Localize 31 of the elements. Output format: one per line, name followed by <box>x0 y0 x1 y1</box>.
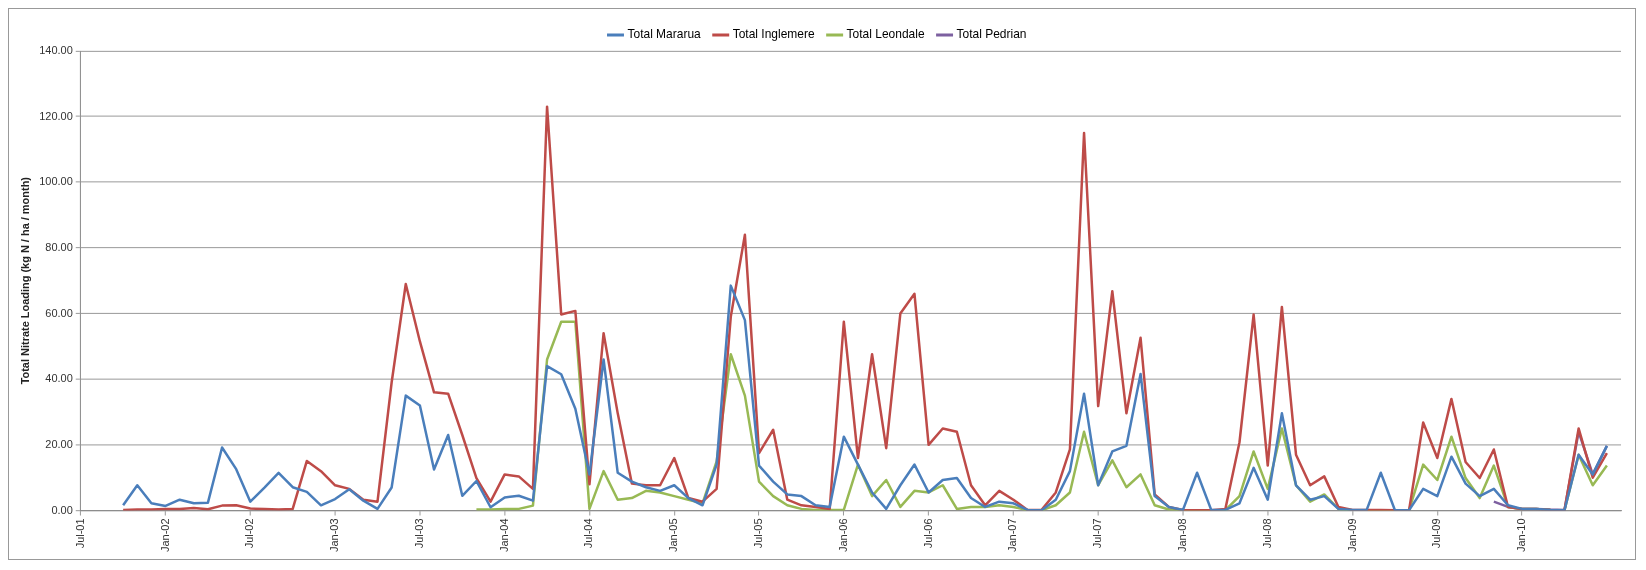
x-tick-label: Jan-10 <box>1515 518 1528 553</box>
x-tick-label: Jan-05 <box>667 518 680 553</box>
x-tick-label: Jul-03 <box>412 518 425 549</box>
x-tick-label: Jul-04 <box>582 518 595 549</box>
x-tick-label: Jul-02 <box>243 518 256 549</box>
x-tick-label: Jul-07 <box>1091 518 1104 549</box>
x-tick-label: Jan-03 <box>328 518 341 553</box>
legend-label: Total Leondale <box>846 27 925 42</box>
x-tick-label: Jul-09 <box>1430 518 1443 549</box>
y-axis-title: Total Nitrate Loading (kg N / ha / month) <box>18 176 31 385</box>
y-tick-label: 100.00 <box>39 175 73 188</box>
x-tick-label: Jul-06 <box>921 518 934 549</box>
y-tick-label: 60.00 <box>45 306 73 319</box>
legend-label: Total Mararua <box>627 27 702 42</box>
x-tick-label: Jul-05 <box>752 518 765 549</box>
y-tick-label: 40.00 <box>45 372 73 385</box>
legend-label: Total Inglemere <box>732 27 815 42</box>
y-tick-label: 20.00 <box>45 437 73 450</box>
y-tick-label: 0.00 <box>51 503 73 516</box>
y-tick-label: 80.00 <box>45 240 73 253</box>
x-tick-label: Jan-07 <box>1006 518 1019 553</box>
x-tick-label: Jan-09 <box>1345 518 1358 553</box>
y-tick-label: 140.00 <box>39 43 73 56</box>
x-tick-label: Jan-02 <box>158 518 171 553</box>
y-tick-label: 120.00 <box>39 109 73 122</box>
x-tick-label: Jan-04 <box>497 518 510 553</box>
x-tick-label: Jan-08 <box>1175 518 1188 553</box>
x-tick-label: Jul-08 <box>1260 518 1273 549</box>
x-tick-label: Jan-06 <box>836 518 849 553</box>
x-tick-label: Jul-01 <box>73 518 86 549</box>
legend-label: Total Pedrian <box>956 27 1027 42</box>
